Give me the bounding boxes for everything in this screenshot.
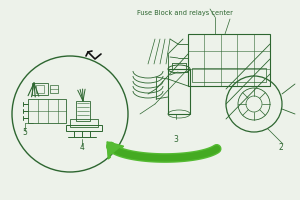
Text: 5: 5: [22, 127, 27, 136]
Bar: [188, 35, 270, 87]
FancyArrow shape: [107, 142, 124, 159]
Bar: [66, 125, 102, 131]
Text: Fuse Block and relays center: Fuse Block and relays center: [136, 10, 232, 16]
Text: 3: 3: [173, 134, 178, 143]
Bar: [70, 119, 98, 127]
Bar: [50, 86, 58, 94]
Text: 4: 4: [80, 142, 84, 151]
Bar: [168, 70, 190, 114]
Bar: [192, 69, 266, 83]
Bar: [76, 101, 90, 121]
Text: 2: 2: [278, 142, 283, 151]
Bar: [36, 86, 44, 94]
Bar: [28, 100, 66, 123]
Bar: [32, 84, 48, 96]
